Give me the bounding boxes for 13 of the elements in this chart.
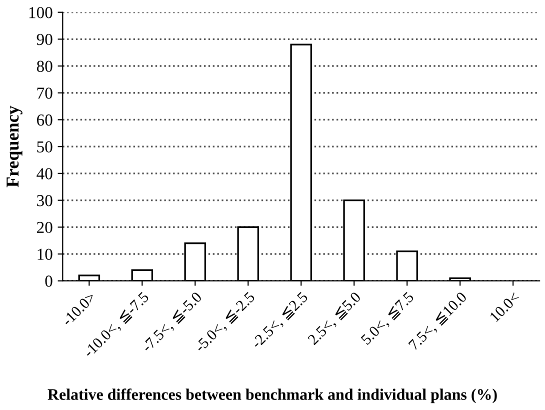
x-axis-title: Relative differences between benchmark and individual plans (%)	[48, 388, 497, 404]
y-tick-label: 90	[36, 34, 52, 46]
y-tick-label: 20	[37, 222, 52, 234]
y-tick-label: 100	[29, 7, 52, 18]
y-tick-label: 40	[36, 168, 52, 180]
y-tick-label: 70	[37, 88, 52, 99]
y-tick-label: 10	[38, 248, 52, 260]
y-axis-title: Frequency	[6, 106, 22, 188]
y-tick-label: 60	[37, 114, 52, 126]
y-tick-label: 30	[37, 194, 52, 206]
y-tick-label: 80	[36, 60, 52, 72]
y-tick-label: 50	[37, 141, 52, 153]
y-tick-label: 0	[45, 276, 52, 287]
